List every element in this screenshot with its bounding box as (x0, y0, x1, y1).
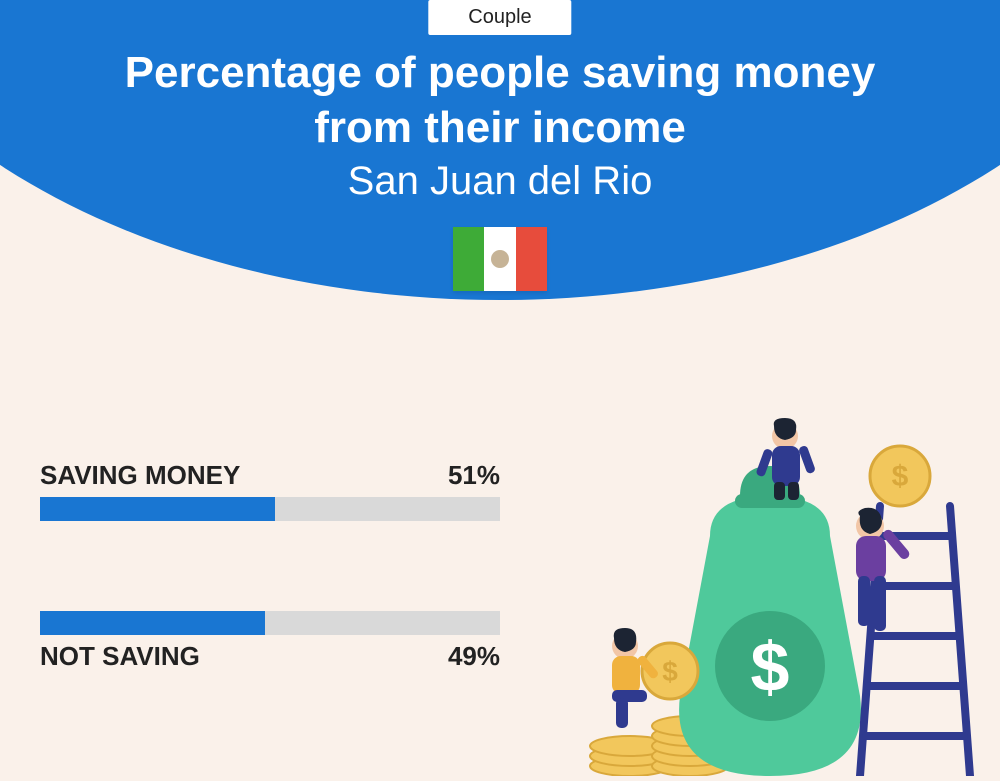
bar-fill (40, 611, 265, 635)
bar-labels: SAVING MONEY 51% (40, 460, 500, 491)
bar-label: SAVING MONEY (40, 460, 240, 491)
svg-text:$: $ (751, 628, 790, 706)
savings-illustration: $ $ (560, 416, 980, 776)
flag-stripe-green (453, 227, 484, 291)
badge-label: Couple (468, 6, 531, 28)
flag-stripe-red (516, 227, 547, 291)
title-block: Percentage of people saving money from t… (0, 45, 1000, 204)
bar-track (40, 497, 500, 521)
bar-value: 49% (448, 641, 500, 672)
bar-label: NOT SAVING (40, 641, 200, 672)
bar-chart: SAVING MONEY 51% NOT SAVING 49% (40, 460, 500, 762)
bar-fill (40, 497, 275, 521)
subtitle: San Juan del Rio (0, 159, 1000, 204)
mexico-flag-icon (453, 227, 547, 291)
title-line1: Percentage of people saving money (0, 45, 1000, 100)
title-line2: from their income (0, 100, 1000, 155)
bar-labels: NOT SAVING 49% (40, 641, 500, 672)
flag-emblem (491, 250, 509, 268)
bar-track (40, 611, 500, 635)
flag-stripe-white (484, 227, 515, 291)
money-bag-icon: $ (679, 466, 861, 776)
bar-saving-money: SAVING MONEY 51% (40, 460, 500, 521)
category-badge: Couple (428, 0, 571, 35)
svg-text:$: $ (892, 460, 909, 493)
svg-text:$: $ (662, 656, 678, 687)
bar-value: 51% (448, 460, 500, 491)
bar-not-saving: NOT SAVING 49% (40, 611, 500, 672)
